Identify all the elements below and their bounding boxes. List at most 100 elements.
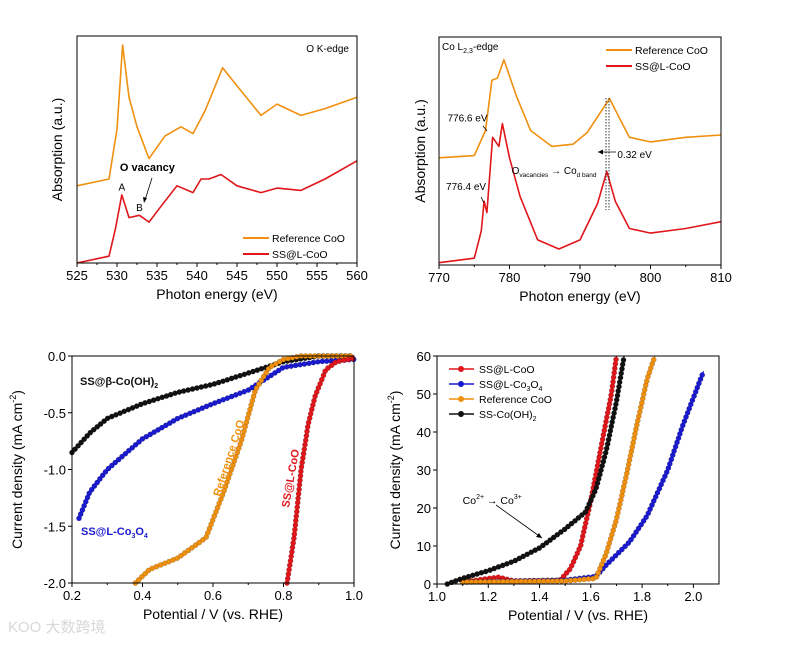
data-point-orange: [650, 356, 657, 363]
x-tick-label: 525: [66, 268, 88, 283]
data-point-blue: [155, 427, 161, 433]
panel-orr-lsv: 0.2 0.4 0.6 0.8 1.0 0.0 -0.5 -1.0 -1.5 -2.0 Potent…: [8, 349, 363, 622]
x-tick-label: 1.0: [345, 588, 363, 603]
legend-label: Reference CoO: [272, 233, 345, 245]
data-point-blue: [612, 553, 619, 559]
data-point-blue: [635, 525, 642, 532]
text-span: SS-Co(OH): [479, 409, 533, 421]
text-span: O: [135, 526, 144, 538]
y-tick-label: 0: [424, 577, 431, 592]
x-tick-label: 770: [428, 270, 450, 285]
data-point-orange: [192, 542, 199, 548]
data-point-blue: [615, 549, 622, 556]
data-point-blue: [630, 533, 637, 539]
text-span: Co L: [442, 42, 464, 53]
data-point-orange: [178, 552, 184, 559]
data-point-blue: [245, 387, 252, 393]
data-point-black: [101, 418, 107, 424]
text-span: 2: [154, 383, 158, 390]
data-point-black: [579, 512, 585, 518]
legend-marker-blue: [458, 381, 464, 387]
data-point-blue: [268, 372, 274, 379]
panel-title: O K-edge: [306, 44, 349, 55]
annotation-arrow: [482, 125, 488, 132]
data-point-orange: [196, 539, 202, 546]
text-span: ): [387, 391, 403, 396]
series-line-orange: [76, 44, 358, 187]
panel-co-l-edge: 770 780 790 800 810 Photon energy (eV) Absorpt…: [412, 36, 732, 304]
data-point-orange: [189, 545, 195, 551]
x-tick-label: 0.8: [274, 588, 292, 603]
data-point-black: [565, 523, 571, 530]
data-point-orange: [174, 555, 181, 562]
panel-o-kedge: 525 530 535 540 545 550 555 560 Photon energy (e…: [49, 35, 368, 302]
watermark-logo: KOO 大数跨境: [8, 618, 106, 636]
annotation-label: 776.6 eV: [447, 113, 487, 124]
y-tick-label: -2.0: [44, 576, 66, 591]
annotation-arrow: [144, 177, 153, 201]
data-point-blue: [112, 459, 118, 466]
y-tick-label: 20: [417, 501, 431, 516]
data-point-orange: [280, 356, 287, 363]
annotation-label: A: [118, 182, 125, 193]
data-point-orange: [142, 570, 148, 577]
data-point-red: [325, 365, 331, 371]
arrow-head-icon: [143, 197, 147, 203]
x-tick-label: 780: [499, 270, 521, 285]
data-point-black: [81, 436, 87, 443]
x-tick-label: 800: [640, 270, 662, 285]
x-tick-label: 530: [106, 268, 128, 283]
text-span: Reference CoO: [479, 394, 552, 406]
data-point-black: [84, 433, 90, 439]
x-tick-label: 0.6: [204, 588, 222, 603]
text-span: SS@L-Co: [81, 526, 132, 538]
data-point-blue: [275, 367, 282, 374]
y-tick-label: 10: [417, 539, 431, 554]
data-point-blue: [129, 444, 135, 451]
data-point-blue: [628, 536, 634, 543]
text-span: Current density (mA cm: [9, 403, 25, 549]
x-tick-label: 1.4: [531, 589, 549, 604]
series-label-black: SS@β-Co(OH)2: [80, 376, 158, 390]
y-tick-label: 60: [417, 349, 431, 364]
y-tick-label: -1.5: [44, 519, 66, 534]
text-span: ): [9, 390, 25, 395]
annotation-label: B: [136, 203, 143, 214]
text-span: 3: [131, 533, 135, 540]
legend-label: SS@L-CoO: [635, 61, 691, 73]
data-point-blue: [609, 556, 616, 562]
plot-frame: [71, 355, 355, 584]
x-tick-label: 535: [146, 268, 168, 283]
data-point-black: [609, 419, 616, 425]
data-point-black: [97, 421, 104, 427]
data-point-blue: [170, 418, 177, 424]
text-span: Co: [463, 495, 477, 507]
text-span: vacancies: [519, 172, 549, 179]
y-axis-label: Current density (mA cm-2): [386, 391, 403, 550]
data-point-black: [75, 442, 81, 449]
arrow-head-icon: [536, 533, 542, 538]
legend-label: SS@L-Co3O4: [479, 379, 543, 393]
data-point-black: [572, 518, 578, 524]
data-point-black: [540, 542, 546, 549]
text-span: Absorption (a.u.): [49, 98, 65, 202]
x-tick-label: 790: [569, 270, 591, 285]
data-point-blue: [606, 559, 612, 565]
x-axis-label: Potential / V (vs. RHE): [508, 607, 648, 623]
annotation-label: 0.32 eV: [617, 150, 652, 161]
data-point-blue: [643, 514, 649, 521]
data-point-black: [87, 429, 94, 436]
data-point-blue: [86, 490, 92, 497]
data-point-black: [550, 534, 557, 541]
text-span: -2: [386, 395, 396, 403]
data-point-red: [613, 356, 619, 363]
data-point-blue: [102, 468, 109, 475]
data-point-blue: [94, 479, 100, 486]
legend-label: Reference CoO: [635, 45, 708, 57]
annotation-transition: Ovacancies → Cod band: [512, 166, 597, 179]
arrow-head-icon: [598, 149, 603, 155]
x-tick-label: 550: [266, 268, 288, 283]
text-span: O: [512, 166, 520, 177]
panel-title: Co L2,3-edge: [442, 42, 499, 55]
annotation-label: O vacancy: [120, 162, 176, 174]
